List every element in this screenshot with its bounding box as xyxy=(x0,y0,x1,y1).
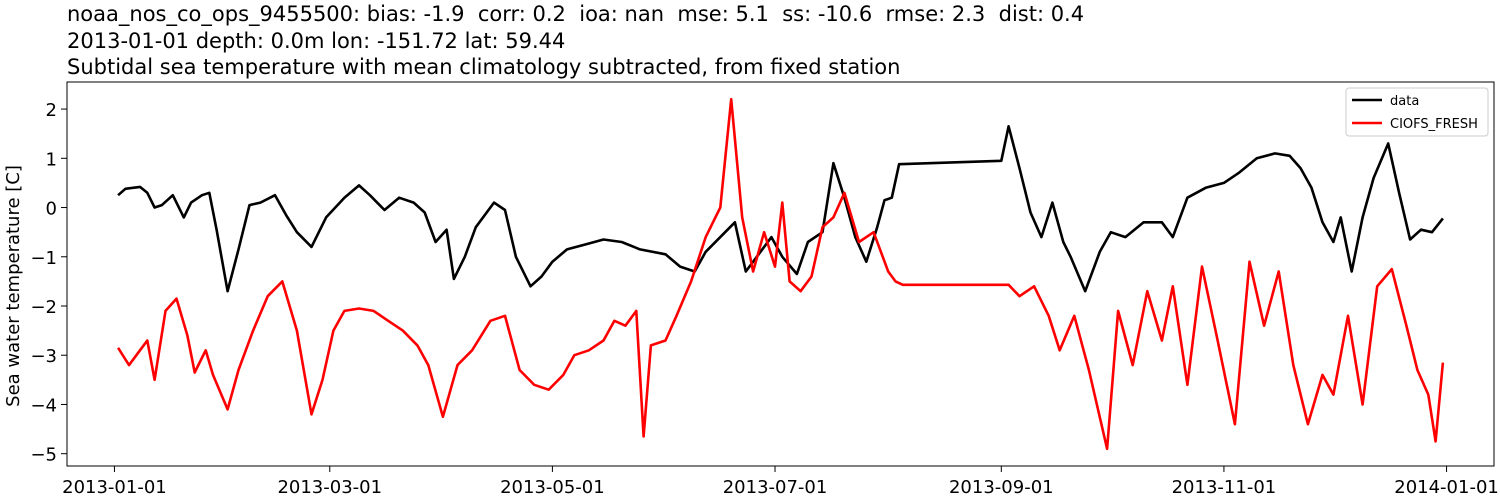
series-line-ciofs_fresh xyxy=(117,97,1445,451)
y-tick-label: 1 xyxy=(46,149,57,170)
x-tick-label: 2013-11-01 xyxy=(1172,477,1277,498)
x-tick-label: 2013-09-01 xyxy=(949,477,1054,498)
y-tick-label: −1 xyxy=(30,248,57,269)
x-tick-label: 2013-03-01 xyxy=(277,477,382,498)
y-tick-label: 0 xyxy=(46,199,57,220)
legend-label-ciofs_fresh: CIOFS_FRESH xyxy=(1390,117,1478,132)
x-tick-label: 2013-01-01 xyxy=(62,477,167,498)
plot-area xyxy=(117,97,1445,451)
series-line-data xyxy=(117,125,1444,293)
y-tick-label: 2 xyxy=(46,100,57,121)
y-tick-label: −3 xyxy=(30,346,57,367)
legend-label-data: data xyxy=(1390,94,1419,109)
plot-frame xyxy=(66,81,1495,467)
chart-title-line-2: 2013-01-01 depth: 0.0m lon: -151.72 lat:… xyxy=(67,29,566,53)
x-tick-label: 2013-05-01 xyxy=(500,477,605,498)
x-tick-label: 2014-01-01 xyxy=(1394,477,1499,498)
chart-title-line-1: noaa_nos_co_ops_9455500: bias: -1.9 corr… xyxy=(67,2,1085,26)
x-tick-label: 2013-07-01 xyxy=(723,477,828,498)
y-tick-label: −2 xyxy=(30,297,57,318)
chart-title-line-3: Subtidal sea temperature with mean clima… xyxy=(67,55,901,79)
y-tick-label: −4 xyxy=(30,395,57,416)
y-tick-label: −5 xyxy=(30,445,57,466)
y-axis-label: Sea water temperature [C] xyxy=(3,165,24,407)
legend: data CIOFS_FRESH xyxy=(1345,87,1489,137)
